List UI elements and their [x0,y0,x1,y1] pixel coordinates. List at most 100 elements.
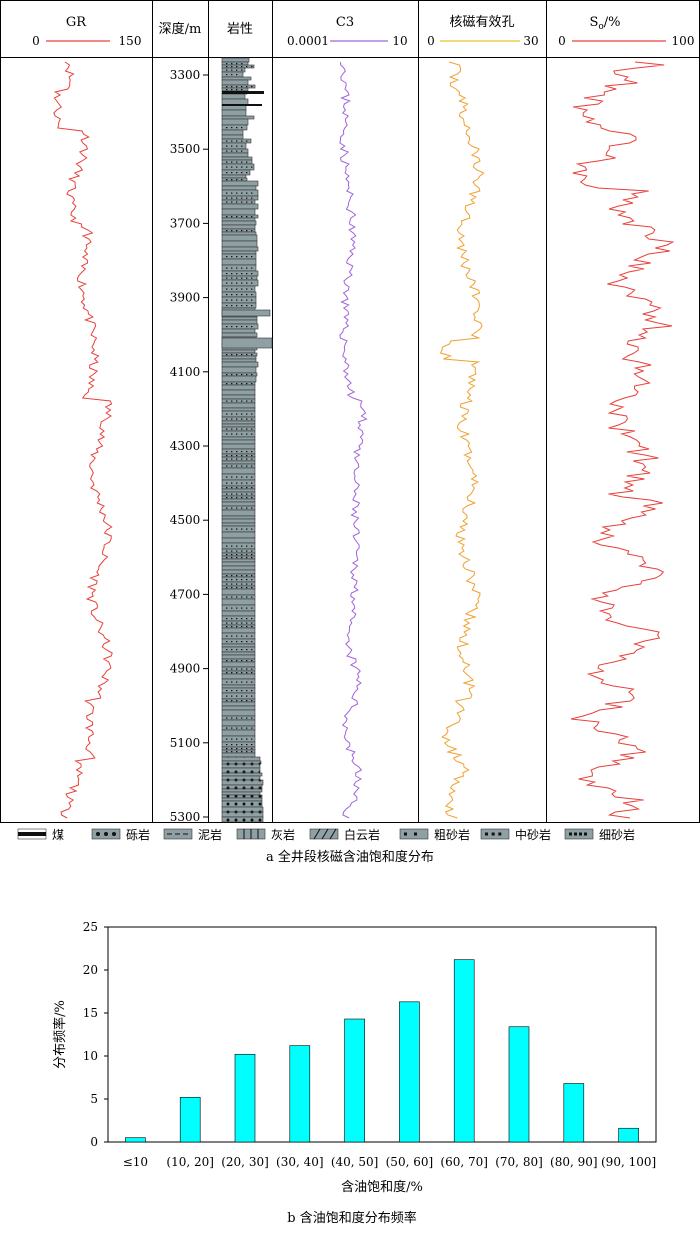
lithology-layer [221,93,246,100]
lithology-layer [221,384,256,391]
lithology-layer [221,57,250,63]
y-tick-label: 10 [83,1049,98,1063]
x-tick-label: (50, 60] [386,1155,434,1169]
c3-min: 0.0001 [287,34,329,48]
y-tick-label: 20 [83,963,98,977]
lithology-layer [221,806,264,813]
lithology-layer [221,109,247,117]
legend-label: 白云岩 [344,827,380,842]
histogram-bar [289,1045,311,1143]
nmr-max: 30 [523,34,538,48]
legend-item-fine-sandstone: 细砂岩 [564,827,635,842]
histogram-bar [399,1001,420,1143]
lithology-layer [221,788,263,793]
lithology-layer [221,134,244,140]
so-track-header: So/% 0 100 [558,15,694,48]
lithology-layer [221,569,256,575]
depth-tick-label: 3700 [170,216,201,230]
depth-tick-label: 3300 [170,68,201,82]
histogram-bar [453,959,475,1143]
lithology-layer [221,180,259,187]
lithology-layer [221,61,249,66]
lithology-layer [221,224,256,230]
legend-label: 粗砂岩 [434,827,470,842]
lithology-layer [221,518,256,524]
lithology-layer [221,684,256,689]
lithology-layer [221,156,253,161]
lithology-layer [221,129,244,136]
lithology-layer [221,775,261,781]
lithology-layer [221,701,256,707]
lithology-layer [221,115,255,120]
log-curves [53,61,675,819]
gr-min: 0 [32,34,40,48]
lithology-layer [221,627,256,634]
so-min: 0 [558,34,566,48]
histogram-bar [508,1026,530,1143]
lithology-layer [221,643,256,648]
gr-title: GR [66,15,87,30]
x-tick-label: (90, 100] [601,1155,656,1169]
lithology-layer [221,565,256,571]
lithology-layer [221,148,249,154]
lithology-layer [221,79,249,86]
histogram-bar [234,1053,256,1143]
lithology-layer [221,240,258,248]
legend-item-coal: 煤 [17,828,64,842]
depth-title: 深度/m [159,21,202,37]
lithology-layer [221,763,261,769]
lithology-layer [221,756,261,762]
depth-tick-label: 4300 [170,439,201,453]
lithology-layer [221,355,257,360]
lithology-layer [221,177,248,182]
coal-bed [222,91,264,94]
lithology-layer [221,509,256,517]
histogram-bar [179,1096,201,1143]
x-tick-label: (60, 70] [440,1155,488,1169]
legend-item-conglomerate: 砾岩 [91,827,150,842]
legend-label: 泥岩 [198,827,222,842]
lithology-layer [221,800,263,808]
lithology-layer [221,515,256,520]
lithology-layer [221,779,264,786]
lithology-layer [221,217,256,222]
lithology-layer [221,185,257,191]
c3-curve [339,61,368,819]
depth-tick-label: 3900 [170,291,201,305]
lithology-layer [221,709,256,717]
lithology-layer [221,332,258,338]
legend-item-coarse-sandstone: 粗砂岩 [399,827,470,842]
lithology-layer [221,816,264,823]
lithology-layer [221,760,262,765]
nmr-min: 0 [427,34,435,48]
x-tick-label: (20, 30] [221,1155,269,1169]
lithology-layer [221,258,257,266]
lithology-layer [221,174,247,179]
legend-label: 中砂岩 [515,827,551,842]
lithology-layer [221,561,256,567]
lithology-layer [221,203,259,210]
depth-tick-label: 3500 [170,142,201,156]
lithology-layer [221,152,249,158]
lithology-layer [221,394,256,400]
lithology-layer [221,407,256,412]
legend-item-mudstone: 泥岩 [163,827,222,842]
lithology-legend: 煤 砾岩 泥岩 灰岩 白云岩 粗砂岩 中砂岩 细砂岩 [17,827,635,842]
x-tick-label: (10, 20] [166,1155,214,1169]
depth-axis: 3300 3500 3700 3900 4100 4300 4500 4700 4900 5100… [170,68,208,824]
coal-bed [222,104,262,106]
lithology-layer [221,436,256,441]
lithology-layer [221,501,256,507]
lithology-layer [221,71,244,78]
gr-max: 150 [119,34,142,48]
lithology-layer [221,366,257,374]
lithology-layer [221,467,256,475]
legend-swatch [309,828,339,840]
lithology-layer [221,375,257,383]
histogram-bar [125,1137,146,1143]
histogram-bar [344,1018,365,1143]
lithology-layer [221,752,256,758]
legend-item-medium-sandstone: 中砂岩 [480,827,551,842]
histogram-bar [618,1127,639,1143]
histogram-chart: 0 5 10 15 20 25 ≤10 (10, 20] (20, 30] (30, 40] (40… [52,920,657,1195]
